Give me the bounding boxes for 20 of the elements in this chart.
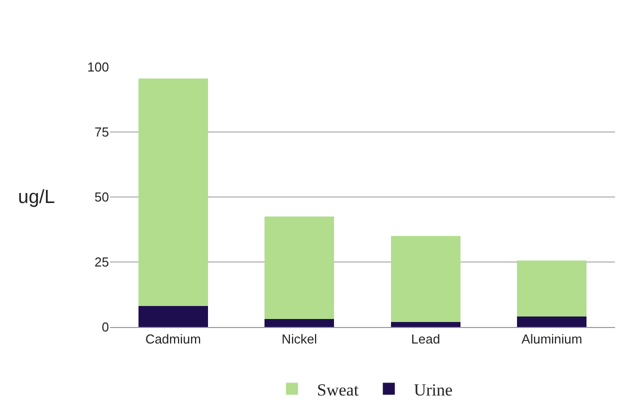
bar: [264, 319, 334, 327]
y-tick-label: 75: [94, 124, 109, 140]
y-tick-label: 25: [94, 254, 109, 270]
y-tick-label: 100: [87, 60, 109, 75]
bar: [264, 216, 334, 320]
legend-label: Sweat: [317, 380, 359, 400]
bar: [517, 260, 587, 317]
x-tick-label: Aluminium: [522, 332, 582, 347]
y-tick-label: 50: [94, 190, 109, 205]
x-tick-label: Cadmium: [145, 332, 201, 347]
x-tick-label: Nickel: [282, 332, 318, 347]
bar: [390, 236, 460, 322]
x-tick-label: Lead: [411, 332, 440, 347]
bar: [138, 78, 208, 306]
y-axis-title: ug/L: [18, 187, 55, 208]
bar: [390, 322, 460, 327]
bar: [138, 306, 208, 327]
bar: [517, 316, 587, 327]
y-tick-label: 0: [102, 320, 109, 335]
legend-label: Urine: [414, 380, 453, 400]
